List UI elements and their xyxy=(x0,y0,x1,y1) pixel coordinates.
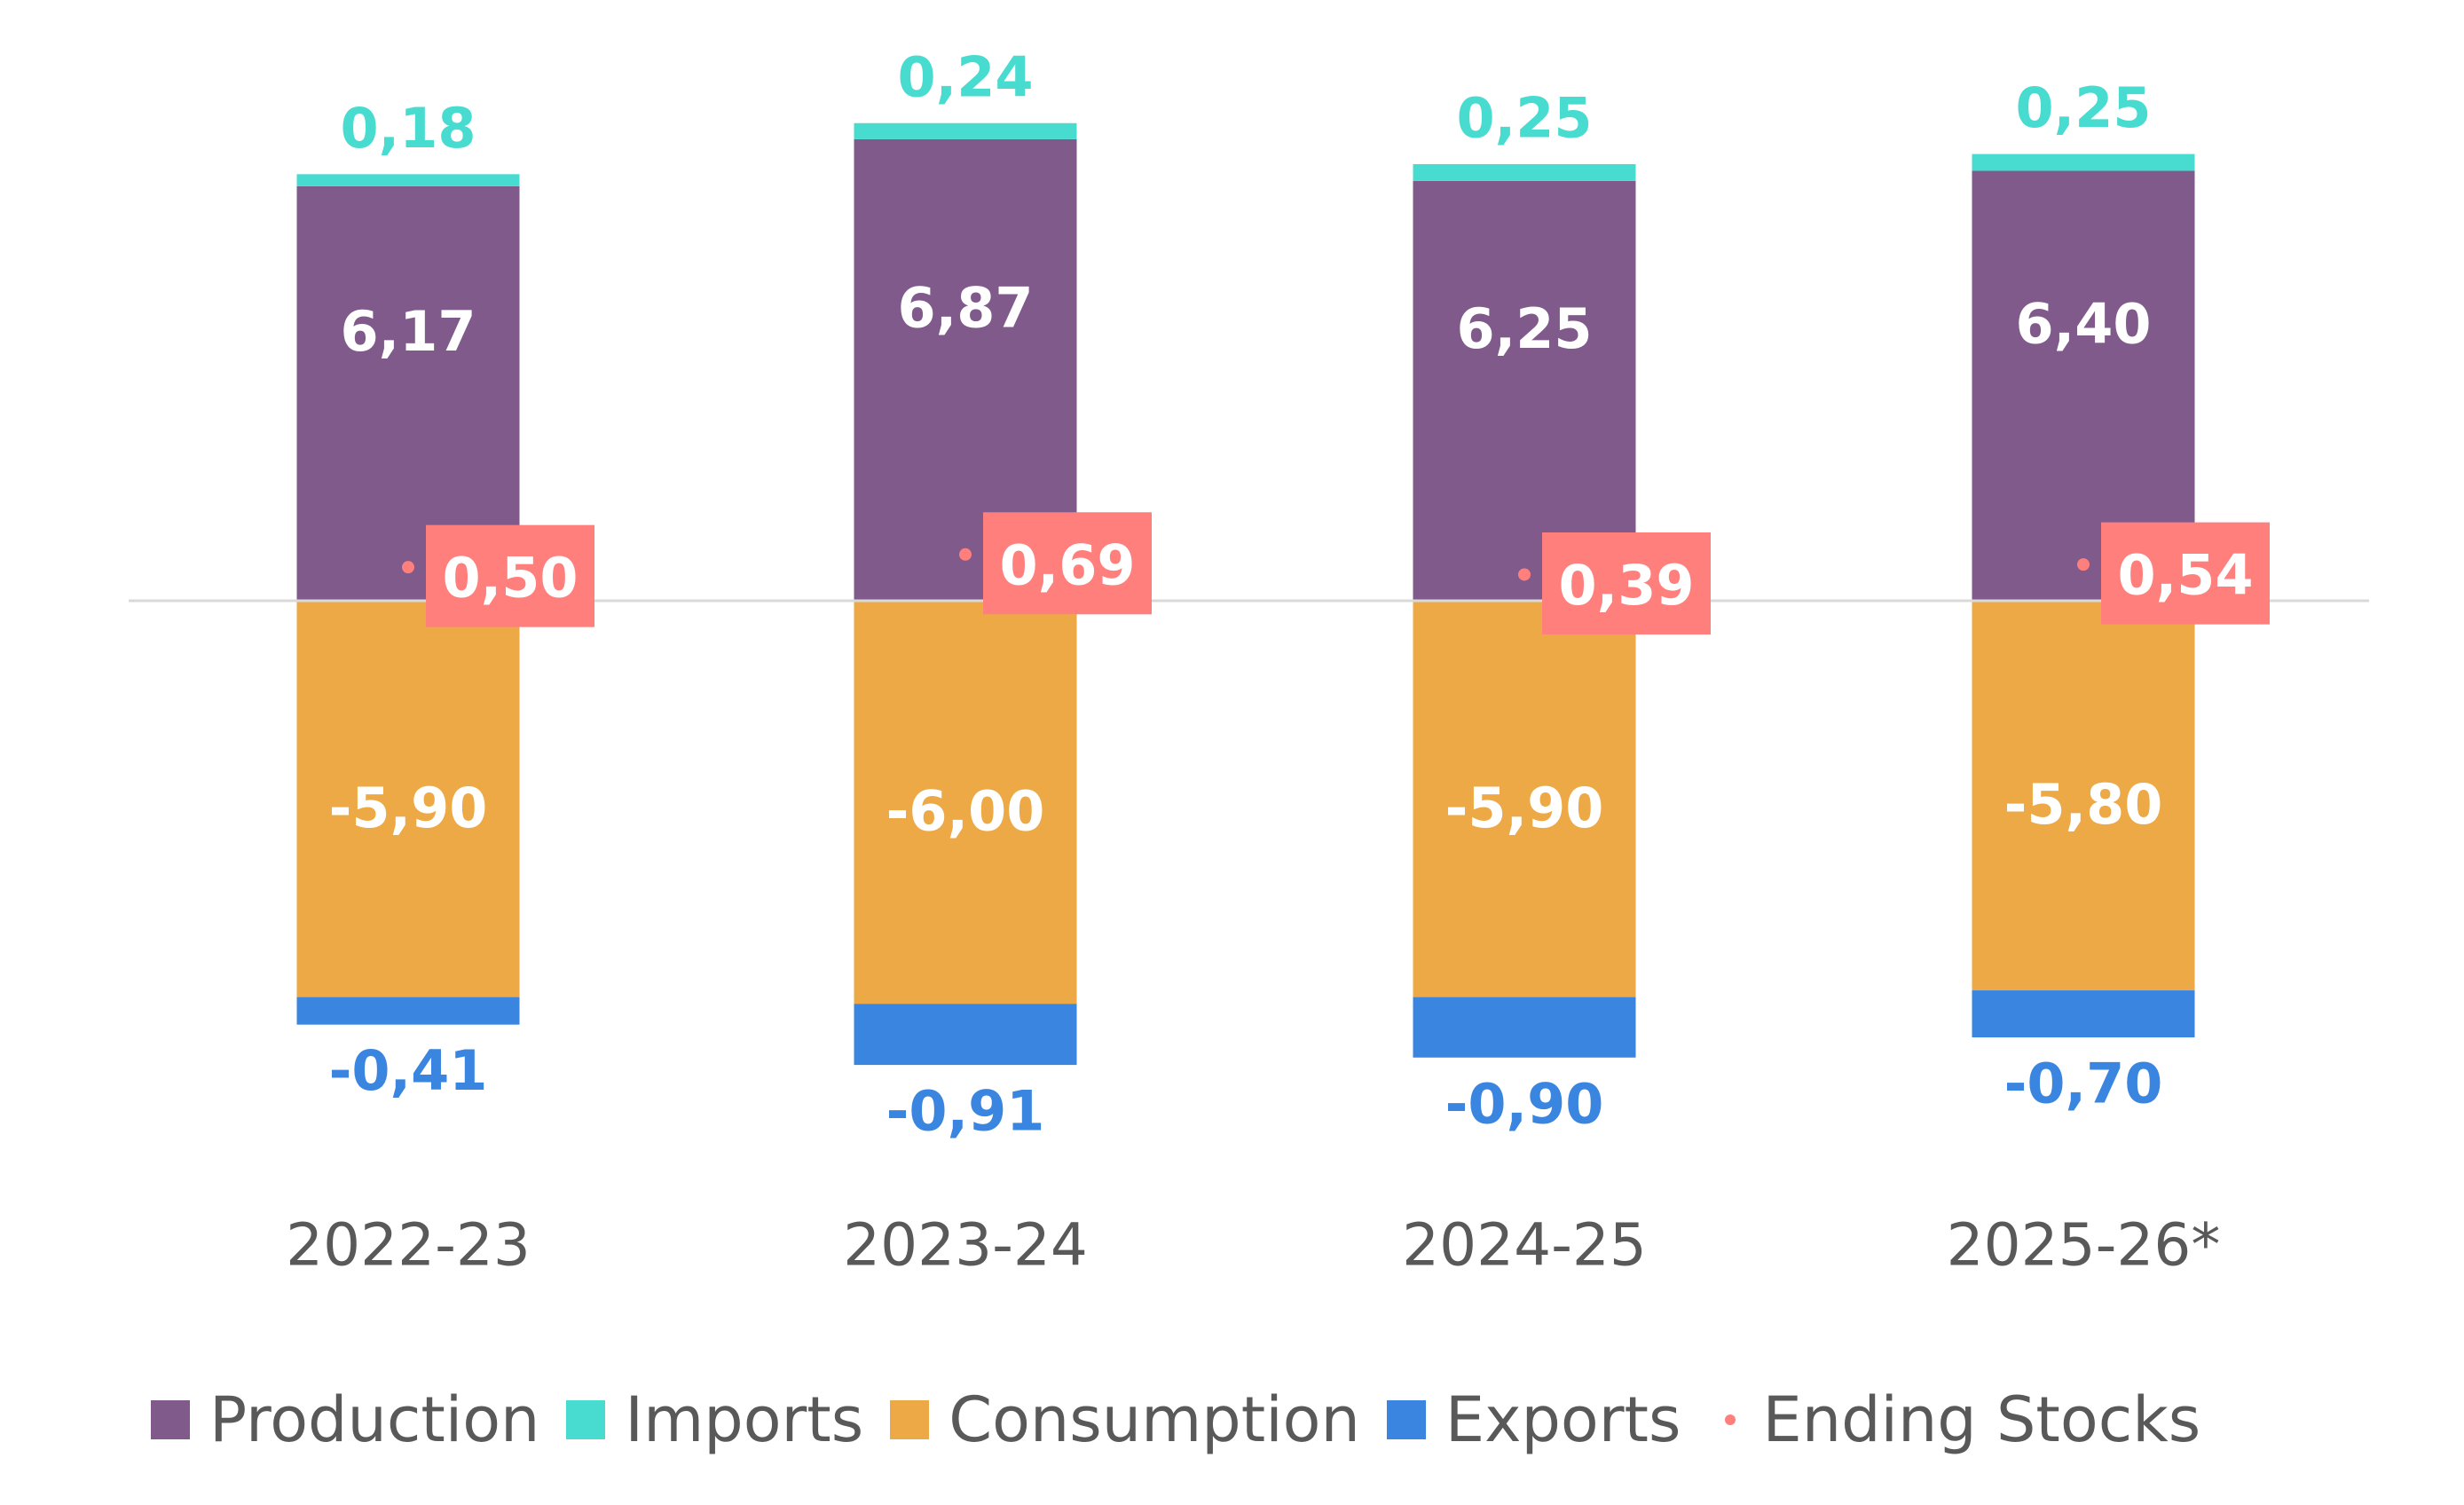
label-ending-stocks-2024-25: 0,39 xyxy=(1559,553,1695,618)
label-box-ending-stocks-2025-26 xyxy=(2101,522,2270,625)
legend-label-consumption: Consumption xyxy=(949,1383,1360,1456)
label-box-ending-stocks-2023-24 xyxy=(983,512,1152,615)
legend: Production Imports Consumption Exports E… xyxy=(151,1383,2227,1456)
data-labels-layer: 6,17 0,18 -5,90 -0,41 0,50 6,87 0,24 -6,00 -0,91… xyxy=(329,44,2270,1144)
label-box-ending-stocks-2024-25 xyxy=(1542,532,1711,634)
bar-exports-2025-26 xyxy=(1972,990,2195,1038)
label-consumption-2024-25: -5,90 xyxy=(1445,776,1604,840)
bar-consumption-2023-24 xyxy=(854,601,1077,1005)
x-tick-label-2024-25: 2024-25 xyxy=(1402,1211,1647,1280)
legend-swatch-imports xyxy=(566,1400,606,1439)
legend-label-production: Production xyxy=(209,1383,540,1456)
label-ending-stocks-2025-26: 0,54 xyxy=(2118,543,2254,608)
bar-production-2024-25 xyxy=(1413,180,1636,601)
point-ending-stocks-2024-25 xyxy=(1518,568,1531,581)
label-production-2023-24: 6,87 xyxy=(898,275,1034,340)
label-imports-2022-23: 0,18 xyxy=(341,96,476,161)
bar-exports-2023-24 xyxy=(854,1004,1077,1066)
label-consumption-2025-26: -5,80 xyxy=(2004,772,2163,837)
label-exports-2024-25: -0,90 xyxy=(1445,1071,1604,1136)
point-ending-stocks-2025-26 xyxy=(2077,558,2090,571)
label-imports-2025-26: 0,25 xyxy=(2016,75,2152,140)
label-exports-2023-24: -0,91 xyxy=(886,1079,1045,1144)
label-imports-2023-24: 0,24 xyxy=(898,44,1034,109)
legend-swatch-production xyxy=(151,1400,190,1439)
legend-label-exports: Exports xyxy=(1445,1383,1681,1456)
point-ending-stocks-2022-23 xyxy=(402,561,414,574)
x-tick-label-2025-26: 2025-26* xyxy=(1947,1211,2221,1280)
label-production-2025-26: 6,40 xyxy=(2016,291,2152,356)
bar-consumption-2025-26 xyxy=(1972,601,2195,991)
label-consumption-2022-23: -5,90 xyxy=(329,776,488,840)
label-ending-stocks-2023-24: 0,69 xyxy=(1000,532,1136,597)
legend-item-exports[interactable]: Exports xyxy=(1386,1383,1681,1456)
label-box-ending-stocks-2022-23 xyxy=(426,524,594,627)
legend-item-imports[interactable]: Imports xyxy=(566,1383,863,1456)
label-ending-stocks-2022-23: 0,50 xyxy=(443,546,579,611)
bar-imports-2023-24 xyxy=(854,122,1077,139)
bar-imports-2025-26 xyxy=(1972,154,2195,171)
bar-exports-2024-25 xyxy=(1413,997,1636,1058)
x-tick-label-2022-23: 2022-23 xyxy=(286,1211,531,1280)
bar-imports-2024-25 xyxy=(1413,163,1636,181)
legend-item-production[interactable]: Production xyxy=(151,1383,539,1456)
bar-exports-2022-23 xyxy=(296,997,520,1025)
legend-item-ending-stocks[interactable]: Ending Stocks xyxy=(1707,1383,2200,1456)
legend-swatch-exports xyxy=(1386,1400,1426,1439)
legend-label-ending-stocks: Ending Stocks xyxy=(1762,1383,2201,1456)
legend-swatch-consumption xyxy=(890,1400,930,1439)
label-exports-2022-23: -0,41 xyxy=(329,1038,488,1103)
x-axis-tick-labels: 2022-23 2023-24 2024-25 2025-26* xyxy=(286,1211,2220,1280)
legend-item-consumption[interactable]: Consumption xyxy=(890,1383,1360,1456)
bar-consumption-2022-23 xyxy=(296,601,520,997)
bar-consumption-2024-25 xyxy=(1413,601,1636,997)
bar-imports-2022-23 xyxy=(296,174,520,186)
point-ending-stocks-2023-24 xyxy=(959,548,972,561)
x-tick-label-2023-24: 2023-24 xyxy=(843,1211,1088,1280)
label-production-2024-25: 6,25 xyxy=(1457,296,1593,361)
label-production-2022-23: 6,17 xyxy=(341,299,476,364)
legend-dot-ending-stocks xyxy=(1725,1414,1736,1425)
label-exports-2025-26: -0,70 xyxy=(2004,1052,2163,1116)
label-imports-2024-25: 0,25 xyxy=(1457,85,1593,150)
label-consumption-2023-24: -6,00 xyxy=(886,779,1045,844)
legend-label-imports: Imports xyxy=(625,1383,864,1456)
